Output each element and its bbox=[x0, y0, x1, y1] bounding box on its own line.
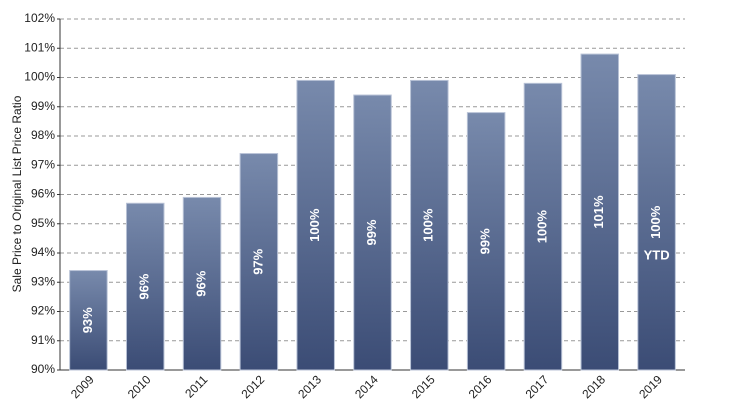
y-tick-label: 97% bbox=[31, 157, 55, 171]
x-tick-label: 2017 bbox=[523, 372, 552, 401]
bar bbox=[580, 53, 620, 371]
value-label: 99% bbox=[478, 228, 493, 254]
x-tick-label: 2010 bbox=[125, 372, 154, 401]
value-label: 100% bbox=[307, 208, 322, 242]
y-tick-label: 91% bbox=[31, 333, 55, 347]
value-label: 99% bbox=[364, 219, 379, 245]
value-label: 97% bbox=[250, 248, 265, 274]
y-tick-label: 94% bbox=[31, 245, 55, 259]
value-label: 100% bbox=[648, 205, 663, 239]
bar bbox=[69, 270, 108, 371]
value-label: 101% bbox=[591, 195, 606, 229]
x-tick-label: 2019 bbox=[636, 372, 665, 401]
bar bbox=[410, 79, 449, 371]
y-tick-label: 90% bbox=[31, 362, 55, 376]
value-label: 96% bbox=[137, 273, 152, 299]
y-tick-label: 93% bbox=[31, 274, 55, 288]
y-tick-label: 98% bbox=[31, 128, 55, 142]
bar bbox=[239, 153, 279, 371]
bar bbox=[637, 74, 676, 371]
x-tick-label: 2015 bbox=[409, 372, 438, 401]
bar bbox=[523, 82, 563, 371]
value-label: 96% bbox=[193, 270, 208, 296]
bar bbox=[182, 196, 222, 371]
x-tick-label: 2018 bbox=[579, 372, 608, 401]
bar bbox=[353, 94, 392, 371]
x-tick-label: 2016 bbox=[466, 372, 495, 401]
value-label: 100% bbox=[421, 208, 436, 242]
y-tick-label: 101% bbox=[24, 40, 55, 54]
y-tick-label: 102% bbox=[24, 11, 55, 25]
y-axis-title: Sale Price to Original List Price Ratio bbox=[10, 95, 24, 292]
value-label: 100% bbox=[534, 210, 549, 244]
x-tick-label: 2013 bbox=[295, 372, 324, 401]
bar bbox=[296, 79, 335, 371]
bar bbox=[125, 202, 165, 371]
y-tick-label: 99% bbox=[31, 99, 55, 113]
x-tick-label: 2011 bbox=[182, 372, 210, 400]
value-label: 93% bbox=[80, 307, 95, 333]
annotation: YTD bbox=[644, 248, 670, 263]
x-tick-label: 2009 bbox=[68, 372, 97, 401]
y-tick-label: 96% bbox=[31, 187, 55, 201]
y-tick-label: 95% bbox=[31, 216, 55, 230]
bar bbox=[466, 112, 506, 371]
x-tick-label: 2012 bbox=[238, 372, 267, 401]
y-tick-label: 92% bbox=[31, 304, 55, 318]
y-tick-label: 100% bbox=[24, 70, 55, 84]
x-tick-label: 2014 bbox=[352, 372, 381, 401]
